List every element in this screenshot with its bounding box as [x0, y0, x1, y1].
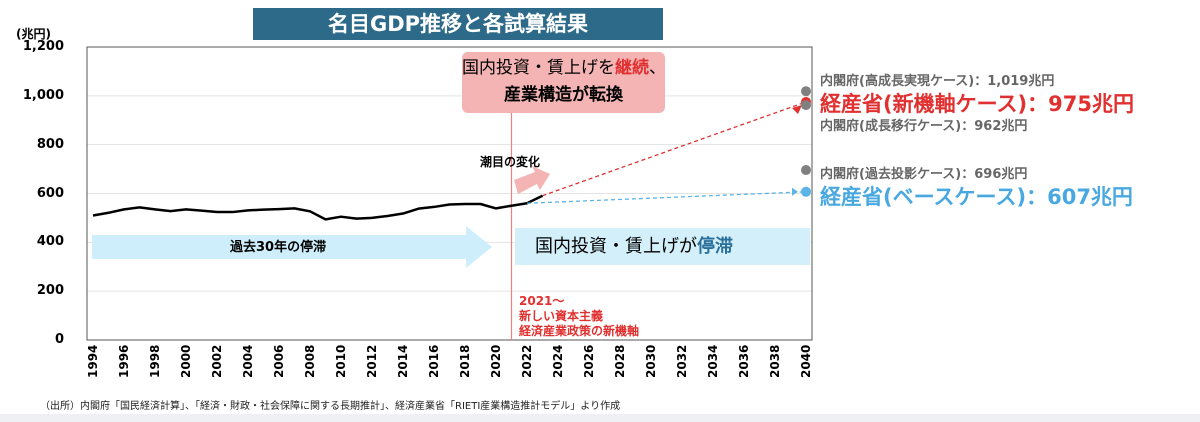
x-tick-label: 2018	[458, 345, 472, 378]
x-tick-label: 2022	[520, 345, 534, 378]
x-tick-label: 2032	[675, 345, 689, 378]
stag-text: 国内投資・賃上げが	[535, 236, 697, 257]
x-tick-label: 2010	[334, 345, 348, 378]
scenario-label: 内閣府(高成長実現ケース)：1,019兆円	[820, 74, 1055, 89]
scenario-point	[801, 165, 811, 176]
y-tick-label: 1,000	[22, 87, 64, 103]
series-line	[92, 194, 544, 221]
x-tick-label: 2002	[210, 345, 224, 378]
x-tick-label: 2024	[551, 345, 565, 378]
ann-year: 2021～	[519, 294, 565, 308]
x-tick-label: 1996	[117, 345, 131, 378]
x-tick-label: 2036	[737, 345, 751, 378]
continue-scenario-box: 国内投資・賃上げを継続、 産業構造が転換	[462, 52, 666, 113]
past-stagnation-label: 過去30年の停滞	[230, 240, 327, 255]
scenario-label: 内閣府(過去投影ケース)：696兆円	[820, 167, 1028, 182]
pink-text-highlight: 継続	[615, 58, 649, 78]
x-tick-label: 2012	[365, 345, 379, 378]
y-tick-label: 1,200	[22, 39, 64, 54]
pink-text-1: 国内投資・賃上げを	[462, 58, 615, 78]
scenario-label: 内閣府(成長移行ケース)：962兆円	[820, 119, 1028, 134]
arrowhead-blue	[792, 187, 798, 196]
x-tick-label: 2008	[303, 345, 317, 378]
turning-arrow	[514, 166, 550, 194]
y-tick-label: 0	[54, 332, 64, 347]
x-tick-label: 2040	[799, 345, 813, 378]
chart-title: 名目GDP推移と各試算結果	[253, 8, 663, 40]
policy-annotation: 2021～ 新しい資本主義 経済産業政策の新機軸	[519, 294, 639, 339]
scenario-label: 経産省(新機軸ケース)：975兆円	[820, 92, 1134, 116]
source-footer: （出所）内閣府「国民経済計算」、「経済・財政・社会保障に関する長期推計」、経済産…	[40, 401, 621, 412]
plot-frame	[86, 46, 813, 341]
ann-line2: 新しい資本主義	[519, 309, 604, 323]
scenario-point	[801, 100, 811, 111]
y-axis-unit: (兆円)	[16, 27, 51, 41]
x-tick-label: 2020	[489, 345, 503, 378]
x-tick-label: 1994	[86, 345, 100, 378]
x-tick-label: 2014	[396, 345, 410, 378]
pink-text-2: 産業構造が転換	[504, 85, 623, 105]
x-tick-label: 2004	[241, 345, 255, 378]
stagnation-scenario-box: 国内投資・賃上げが停滞	[515, 228, 810, 265]
x-tick-label: 2028	[613, 345, 627, 378]
bottom-strip	[0, 414, 1200, 422]
turning-point-label: 潮目の変化	[480, 155, 541, 169]
series-line	[542, 101, 807, 197]
stag-highlight: 停滞	[697, 236, 733, 257]
x-tick-label: 2006	[272, 345, 286, 378]
ann-line3: 経済産業政策の新機軸	[519, 324, 640, 338]
y-tick-label: 800	[36, 136, 64, 152]
x-tick-label: 2026	[582, 345, 596, 378]
past-arrow	[92, 226, 492, 268]
x-tick-label: 2034	[706, 345, 720, 378]
y-tick-label: 200	[36, 283, 64, 299]
x-tick-label: 2030	[644, 345, 658, 378]
x-tick-label: 2038	[768, 345, 782, 378]
scenario-point	[801, 186, 811, 197]
x-tick-label: 1998	[148, 345, 162, 378]
scenario-label: 経産省(ベースケース)：607兆円	[820, 185, 1133, 209]
x-tick-label: 2016	[427, 345, 441, 378]
y-tick-label: 400	[36, 234, 64, 250]
scenario-point	[801, 86, 811, 97]
y-tick-label: 600	[36, 185, 64, 201]
series-line	[526, 191, 807, 204]
arrowhead-red	[792, 104, 802, 114]
pink-text-comma: 、	[649, 58, 666, 78]
x-tick-label: 2000	[179, 345, 193, 378]
